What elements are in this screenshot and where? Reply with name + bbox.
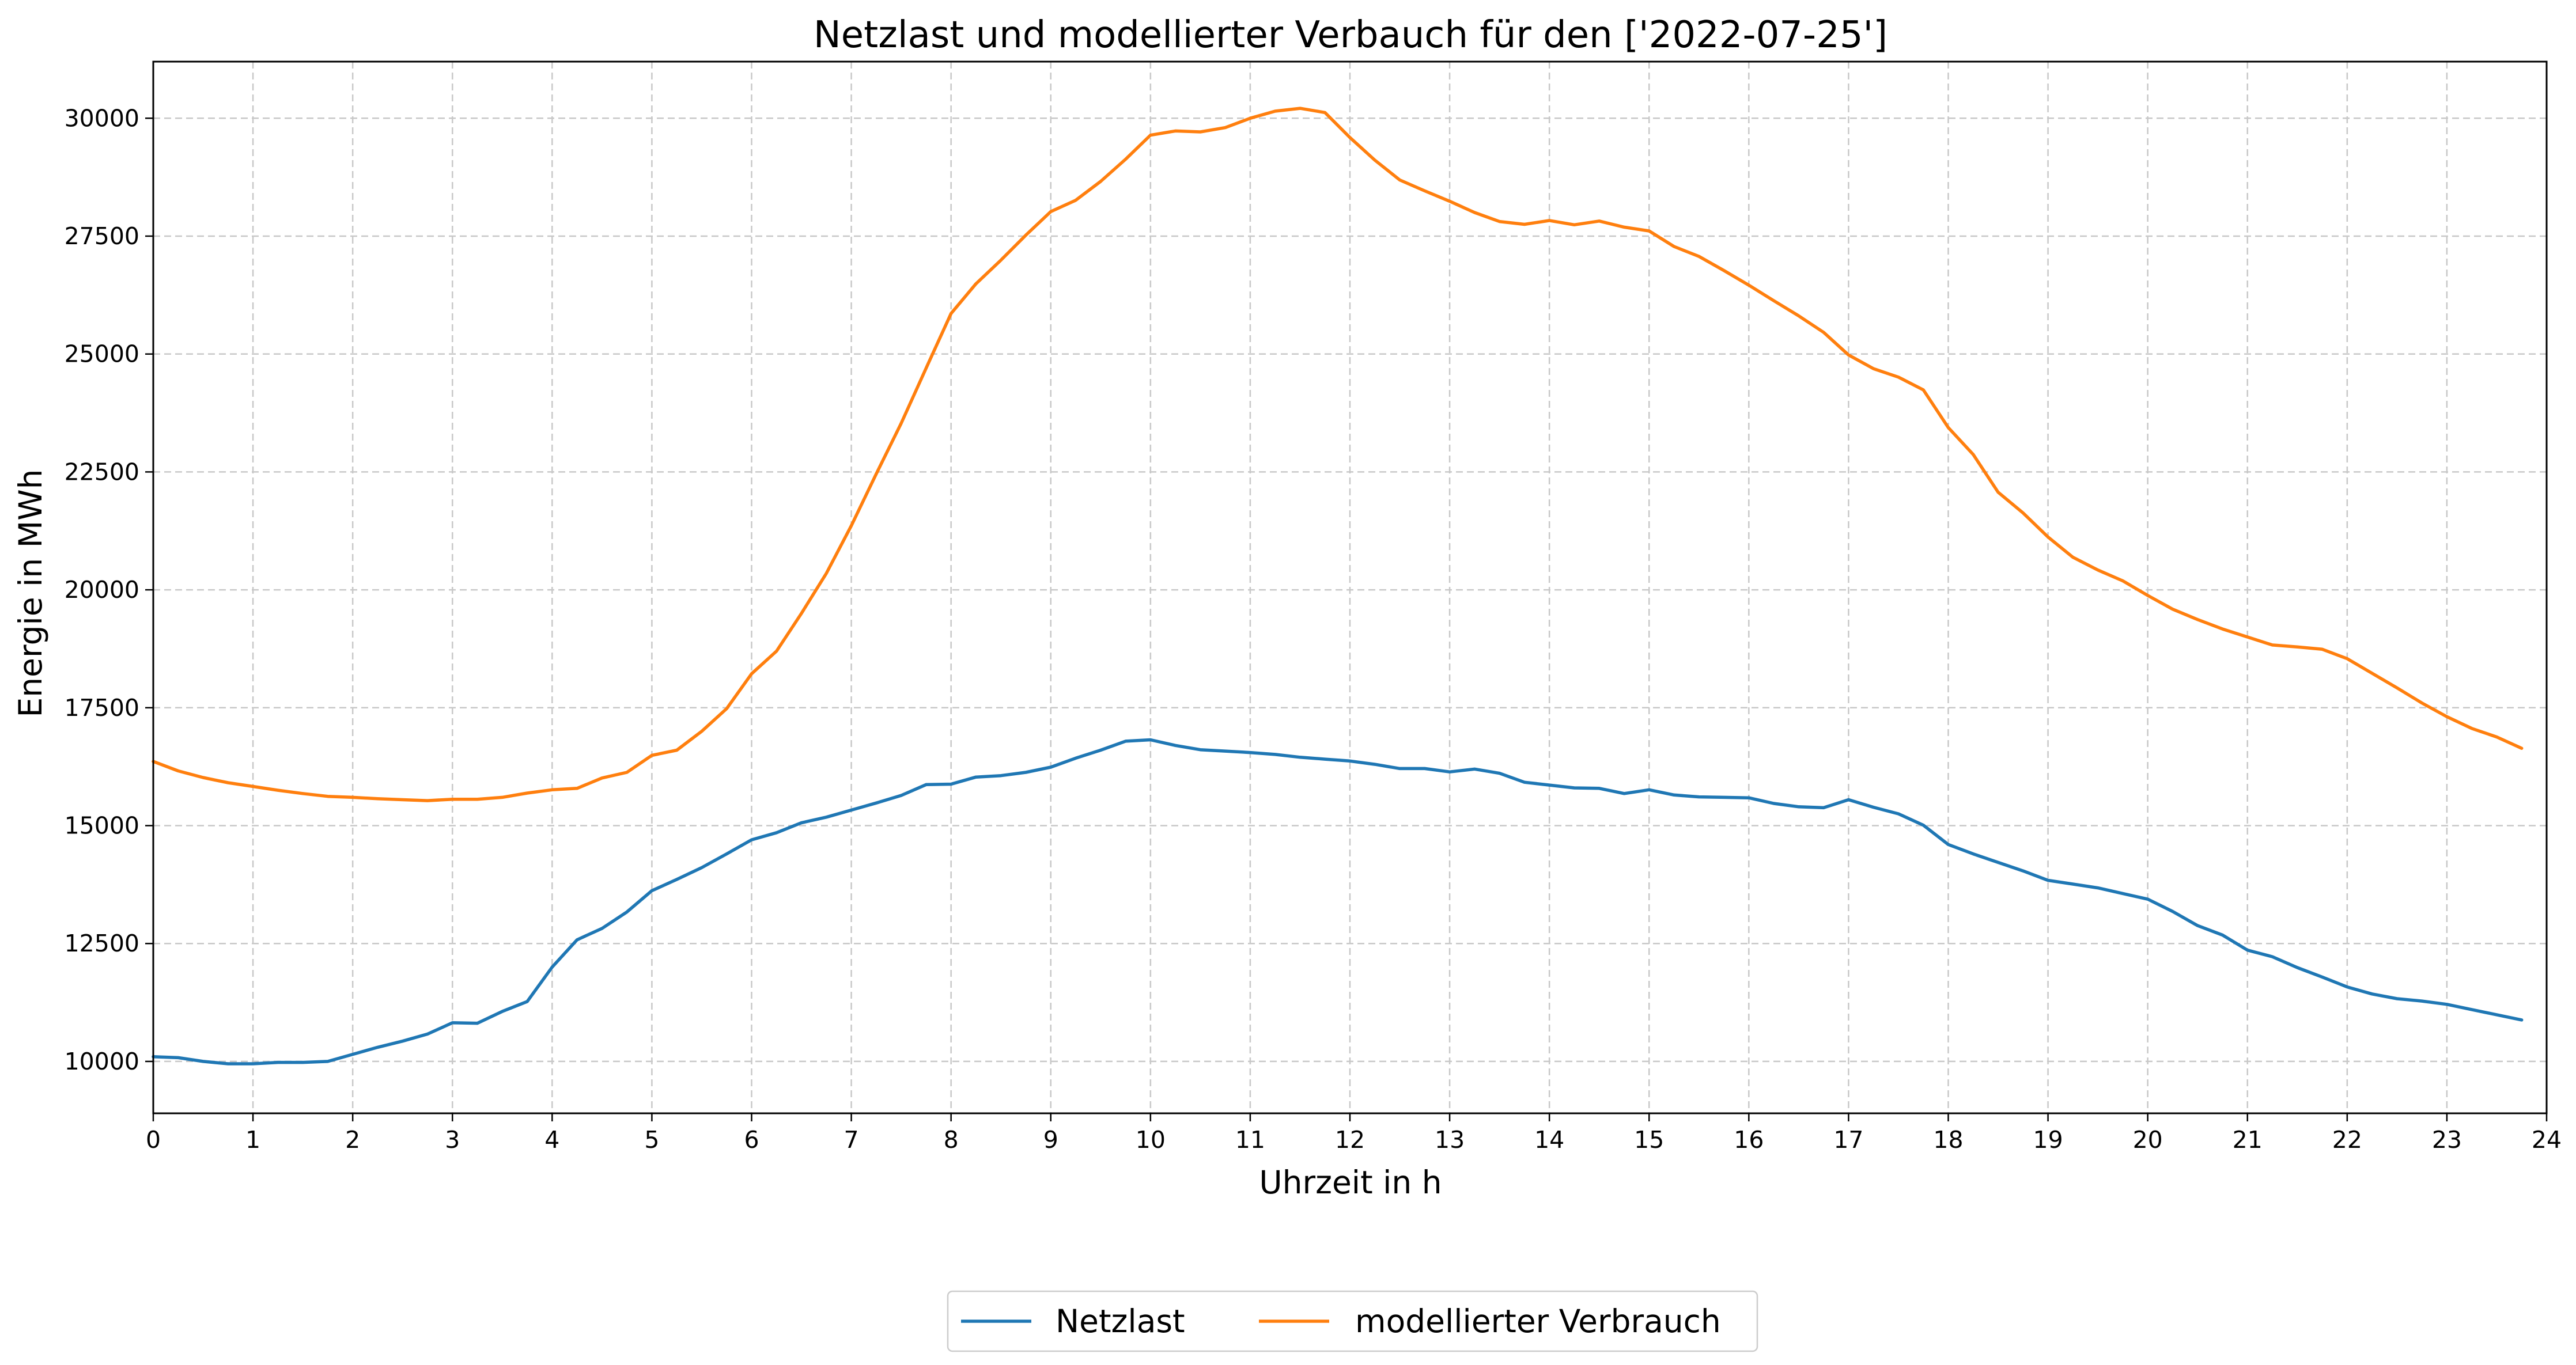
x-tick-label: 9 xyxy=(1043,1126,1058,1154)
legend-label: modellierter Verbrauch xyxy=(1355,1303,1721,1340)
x-tick-label: 24 xyxy=(2532,1126,2562,1154)
x-tick-label: 0 xyxy=(146,1126,161,1154)
x-axis: 0 1 2 3 4 5 6 7 8 9 10 11 12 13 14 15 16 17 18 19 20 21 22 23 24 xyxy=(146,1113,2562,1154)
y-axis: 10000 12500 15000 17500 20000 22500 25000 27500… xyxy=(65,104,153,1075)
x-tick-label: 2 xyxy=(345,1126,360,1154)
x-tick-label: 1 xyxy=(245,1126,260,1154)
series-line-modellierter-verbrauch xyxy=(152,107,2524,802)
legend-label: Netzlast xyxy=(1056,1303,1185,1340)
x-tick-label: 21 xyxy=(2233,1126,2263,1154)
x-tick-label: 7 xyxy=(844,1126,859,1154)
y-tick-label: 20000 xyxy=(65,576,139,604)
x-tick-label: 10 xyxy=(1136,1126,1166,1154)
series-layer xyxy=(152,107,2524,1066)
chart-title: Netzlast und modellierter Verbauch für d… xyxy=(814,14,1887,56)
x-tick-label: 3 xyxy=(445,1126,460,1154)
y-tick-label: 17500 xyxy=(65,694,139,722)
x-tick-label: 8 xyxy=(944,1126,959,1154)
x-axis-label: Uhrzeit in h xyxy=(1259,1164,1442,1201)
x-tick-label: 20 xyxy=(2133,1126,2163,1154)
x-tick-label: 18 xyxy=(1933,1126,1963,1154)
x-tick-label: 4 xyxy=(544,1126,559,1154)
y-tick-label: 25000 xyxy=(65,340,139,368)
y-axis-label: Energie in MWh xyxy=(12,469,49,718)
x-tick-label: 13 xyxy=(1435,1126,1465,1154)
x-tick-label: 12 xyxy=(1335,1126,1365,1154)
legend-box xyxy=(947,1290,1758,1352)
x-tick-label: 11 xyxy=(1235,1126,1265,1154)
x-tick-label: 23 xyxy=(2432,1126,2462,1154)
series-line-netzlast xyxy=(152,738,2524,1066)
y-tick-label: 15000 xyxy=(65,812,139,840)
x-tick-label: 6 xyxy=(744,1126,759,1154)
y-tick-label: 22500 xyxy=(65,458,139,486)
x-tick-label: 17 xyxy=(1833,1126,1863,1154)
x-tick-label: 16 xyxy=(1734,1126,1764,1154)
y-tick-label: 10000 xyxy=(65,1048,139,1075)
x-tick-label: 22 xyxy=(2332,1126,2362,1154)
y-tick-label: 12500 xyxy=(65,930,139,957)
x-tick-label: 15 xyxy=(1634,1126,1664,1154)
y-tick-label: 27500 xyxy=(65,222,139,250)
legend: Netzlast modellierter Verbrauch xyxy=(947,1290,1758,1352)
x-tick-label: 5 xyxy=(644,1126,659,1154)
x-tick-label: 14 xyxy=(1534,1126,1564,1154)
y-tick-label: 30000 xyxy=(65,104,139,132)
x-tick-label: 19 xyxy=(2033,1126,2063,1154)
